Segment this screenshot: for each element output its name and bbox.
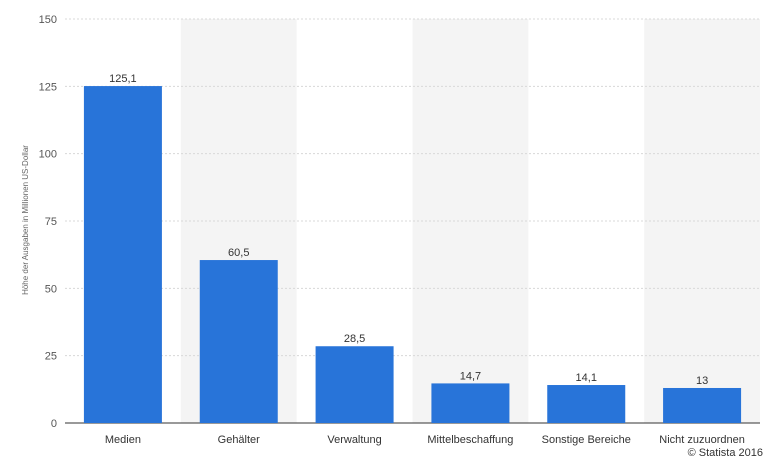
data-label-4: 14,1	[576, 372, 597, 384]
y-axis-label: Höhe der Ausgaben in Millionen US-Dollar	[21, 145, 30, 295]
category-label-1: Gehälter	[218, 434, 261, 446]
bar-5	[663, 387, 742, 423]
bar-2	[315, 346, 394, 423]
y-tick-25: 25	[45, 351, 57, 363]
category-label-0: Medien	[105, 434, 141, 446]
y-tick-75: 75	[45, 216, 57, 228]
category-labels: Medien Gehälter Verwaltung Mittelbeschaffun…	[105, 434, 745, 446]
bar-4	[547, 385, 626, 423]
source-credit: © Statista 2016	[688, 447, 763, 459]
data-label-2: 28,5	[344, 333, 365, 345]
bars	[83, 86, 742, 424]
bar-0	[83, 86, 162, 424]
bar-3	[431, 383, 510, 423]
y-tick-50: 50	[45, 283, 57, 295]
bar-1	[199, 260, 278, 423]
data-label-5: 13	[696, 375, 708, 387]
data-label-3: 14,7	[460, 370, 481, 382]
category-label-5: Nicht zuzuordnen	[659, 434, 745, 446]
y-axis-ticks: 0 25 50 75 100 125 150	[39, 14, 57, 430]
y-tick-100: 100	[39, 149, 57, 161]
data-label-1: 60,5	[228, 247, 249, 259]
category-label-4: Sonstige Bereiche	[542, 434, 631, 446]
data-label-0: 125,1	[109, 73, 137, 85]
category-label-3: Mittelbeschaffung	[427, 434, 513, 446]
data-labels: 125,1 60,5 28,5 14,7 14,1 13	[109, 73, 708, 387]
gridlines	[65, 18, 760, 424]
y-tick-150: 150	[39, 14, 57, 26]
category-label-2: Verwaltung	[327, 434, 381, 446]
y-tick-0: 0	[51, 418, 57, 430]
y-tick-125: 125	[39, 81, 57, 93]
